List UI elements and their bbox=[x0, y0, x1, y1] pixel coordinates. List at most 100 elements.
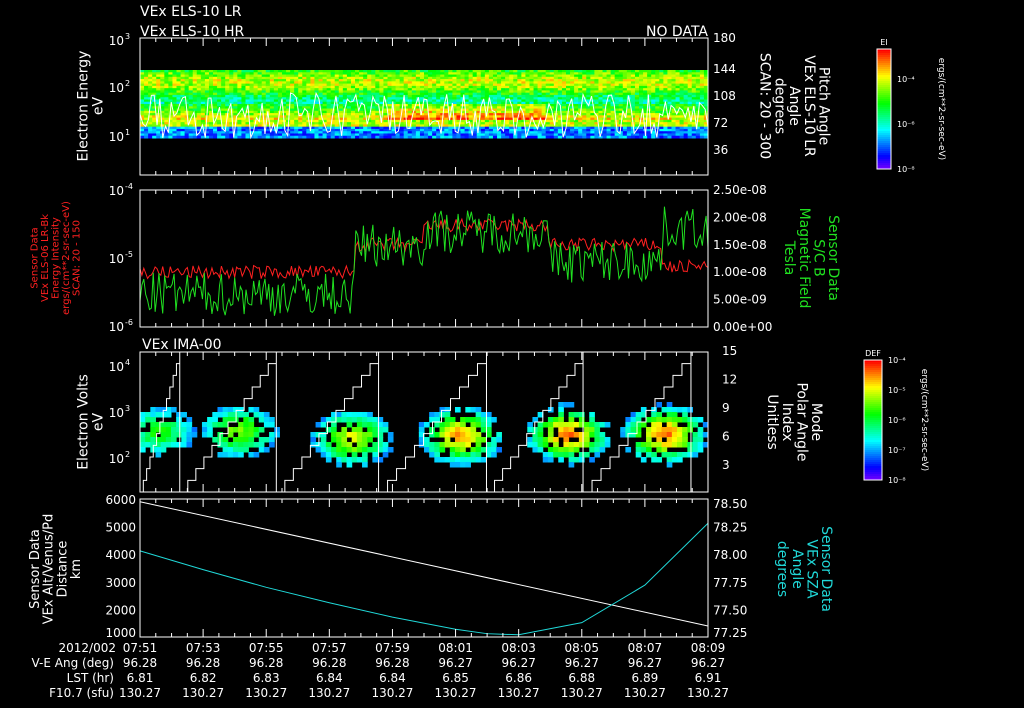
spectrogram-cell bbox=[245, 72, 251, 76]
spectrogram-cell bbox=[160, 124, 165, 128]
spectrogram-cell bbox=[208, 119, 214, 123]
spectrogram-cell bbox=[472, 106, 478, 110]
spectrogram-cell bbox=[566, 79, 571, 82]
spectrogram-cell bbox=[488, 99, 494, 103]
spectrogram-cell bbox=[310, 126, 315, 130]
spectrogram-cell bbox=[561, 135, 567, 139]
spectrogram-cell bbox=[584, 442, 590, 448]
spectrogram-cell bbox=[687, 81, 693, 85]
spectrogram-cell bbox=[379, 90, 384, 94]
spectrogram-cell bbox=[590, 115, 595, 119]
spectrogram-cell bbox=[253, 131, 259, 134]
spectrogram-cell bbox=[472, 131, 478, 134]
spectrogram-cell bbox=[618, 113, 624, 116]
spectrogram-cell bbox=[237, 85, 242, 89]
spectrogram-cell bbox=[525, 126, 530, 130]
spectrogram-cell bbox=[470, 437, 477, 443]
spectrogram-cell bbox=[594, 104, 599, 107]
spectrogram-cell bbox=[362, 437, 368, 443]
spectrogram-cell bbox=[298, 108, 303, 112]
spectrogram-cell bbox=[257, 81, 263, 85]
spectrogram-cell bbox=[241, 99, 246, 103]
spectrogram-cell bbox=[594, 442, 601, 448]
spectrogram-cell bbox=[563, 422, 570, 428]
spectrogram-cell bbox=[643, 70, 648, 73]
spectrogram-cell bbox=[537, 447, 544, 453]
spectrogram-cell bbox=[599, 442, 606, 448]
spectrogram-cell bbox=[371, 108, 376, 112]
spectrogram-cell bbox=[695, 76, 701, 80]
spectrogram-cell bbox=[671, 122, 677, 125]
spectrogram-cell bbox=[156, 70, 161, 73]
spectrogram-cell bbox=[403, 83, 409, 87]
spectrogram-cell bbox=[525, 122, 530, 125]
spectrogram-cell bbox=[359, 81, 364, 85]
spectrogram-cell bbox=[513, 126, 518, 130]
spectrogram-cell bbox=[574, 70, 579, 73]
spectrogram-cell bbox=[663, 126, 668, 130]
spectrogram-cell bbox=[480, 76, 486, 80]
spectrogram-cell bbox=[598, 124, 604, 128]
spectrogram-cell bbox=[302, 92, 307, 96]
spectrogram-cell bbox=[363, 135, 368, 139]
spectrogram-cell bbox=[387, 76, 393, 80]
spectrogram-cell bbox=[269, 119, 275, 123]
spectrogram-cell bbox=[484, 115, 490, 119]
spectrogram-cell bbox=[243, 437, 249, 443]
spectrogram-cell bbox=[249, 108, 255, 112]
colorbar-segment bbox=[877, 87, 891, 90]
spectrogram-cell bbox=[541, 94, 547, 98]
spectrogram-cell bbox=[472, 70, 478, 73]
spectrogram-cell bbox=[391, 104, 397, 107]
spectrogram-cell bbox=[407, 108, 413, 112]
spectrogram-cell bbox=[176, 122, 182, 125]
spectrogram-cell bbox=[257, 76, 263, 80]
spectrogram-cell bbox=[200, 133, 206, 137]
spectrogram-cell bbox=[144, 135, 149, 139]
spectrogram-cell bbox=[563, 447, 570, 453]
spectrogram-cell bbox=[541, 133, 547, 137]
spectrogram-cell bbox=[371, 101, 376, 105]
spectrogram-cell bbox=[578, 133, 583, 137]
spectrogram-cell bbox=[465, 452, 471, 458]
spectrogram-cell bbox=[148, 110, 153, 114]
spectrogram-cell bbox=[525, 97, 530, 100]
spectrogram-cell bbox=[541, 76, 547, 80]
spectrogram-cell bbox=[350, 108, 356, 112]
spectrogram-cell bbox=[350, 126, 356, 130]
spectrogram-cell bbox=[258, 427, 265, 433]
spectrogram-cell bbox=[415, 117, 421, 121]
spectrogram-cell bbox=[521, 108, 526, 112]
spectrogram-cell bbox=[561, 117, 567, 121]
spectrogram-cell bbox=[229, 124, 234, 128]
spectrogram-cell bbox=[618, 97, 624, 100]
spectrogram-cell bbox=[212, 437, 218, 443]
spectrogram-cell bbox=[225, 101, 230, 105]
spectrogram-cell bbox=[152, 88, 157, 91]
spectrogram-cell bbox=[622, 128, 628, 132]
spectrogram-cell bbox=[606, 94, 612, 98]
spectrogram-cell bbox=[590, 74, 595, 78]
spectrogram-cell bbox=[286, 88, 291, 91]
spectrogram-cell bbox=[610, 133, 616, 137]
spectrogram-cell bbox=[610, 110, 616, 114]
spectrogram-cell bbox=[683, 135, 689, 139]
spectrogram-cell bbox=[382, 447, 389, 453]
spectrogram-cell bbox=[428, 126, 433, 130]
spectrogram-cell bbox=[568, 462, 575, 468]
spectrogram-cell bbox=[590, 81, 595, 85]
spectrogram-cell bbox=[444, 126, 449, 130]
spectrogram-cell bbox=[448, 128, 453, 132]
spectrogram-cell bbox=[472, 128, 478, 132]
spectrogram-cell bbox=[582, 94, 587, 98]
spectrogram-cell bbox=[399, 81, 405, 85]
spectrogram-cell bbox=[326, 135, 332, 139]
spectrogram-cell bbox=[156, 72, 161, 76]
spectrogram-cell bbox=[436, 128, 441, 132]
spectrogram-cell bbox=[472, 94, 478, 98]
spectrogram-cell bbox=[253, 70, 259, 73]
spectrogram-cell bbox=[180, 135, 186, 139]
spectrogram-cell bbox=[411, 99, 417, 103]
spectrogram-cell bbox=[415, 119, 421, 123]
spectrogram-cell bbox=[200, 70, 206, 73]
